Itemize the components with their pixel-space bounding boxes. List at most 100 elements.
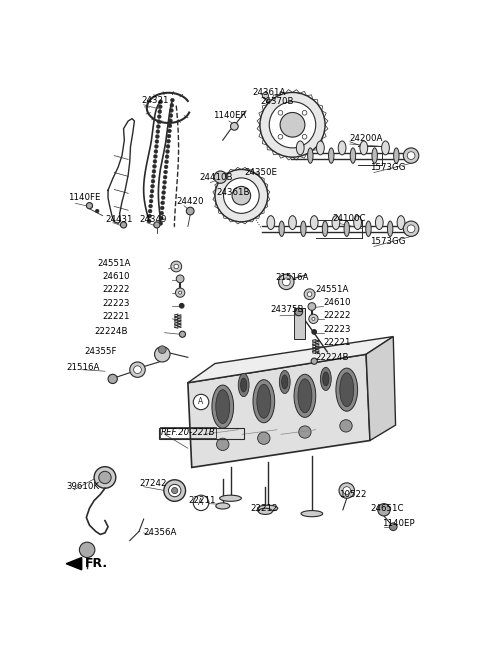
Circle shape [157, 120, 161, 124]
Text: 24610: 24610 [103, 272, 130, 281]
Circle shape [164, 170, 168, 174]
Circle shape [166, 145, 170, 148]
Ellipse shape [354, 215, 361, 229]
Ellipse shape [387, 221, 393, 236]
Circle shape [312, 317, 315, 320]
Text: 1573GG: 1573GG [370, 237, 406, 246]
Circle shape [378, 504, 390, 516]
Text: 24410B: 24410B [200, 173, 233, 181]
Ellipse shape [321, 367, 331, 390]
Ellipse shape [220, 495, 241, 501]
Ellipse shape [212, 385, 234, 428]
Text: 22224B: 22224B [316, 353, 349, 362]
Ellipse shape [366, 221, 371, 236]
Circle shape [343, 487, 350, 495]
Circle shape [168, 124, 172, 128]
Ellipse shape [323, 372, 329, 386]
Text: 24651C: 24651C [370, 504, 404, 513]
Circle shape [278, 274, 294, 290]
Circle shape [165, 155, 169, 159]
Circle shape [309, 314, 318, 324]
Text: 24355F: 24355F [85, 347, 117, 356]
Text: 24100C: 24100C [333, 214, 366, 223]
Circle shape [193, 495, 209, 510]
Text: 24420: 24420 [176, 197, 204, 206]
Text: 24431: 24431 [105, 215, 132, 224]
Text: 39610K: 39610K [66, 482, 99, 491]
Circle shape [295, 308, 302, 316]
Circle shape [159, 221, 163, 225]
Circle shape [280, 113, 305, 137]
Ellipse shape [340, 373, 354, 407]
Ellipse shape [257, 384, 271, 418]
Text: 1140ER: 1140ER [214, 111, 247, 120]
Circle shape [108, 374, 117, 384]
Circle shape [339, 483, 355, 498]
Circle shape [403, 221, 419, 236]
Circle shape [311, 358, 317, 364]
Text: 21516A: 21516A [66, 363, 99, 372]
Circle shape [186, 207, 194, 215]
Ellipse shape [253, 380, 275, 422]
Polygon shape [188, 337, 393, 383]
Circle shape [158, 346, 166, 354]
Circle shape [172, 487, 178, 494]
Ellipse shape [301, 510, 323, 517]
Circle shape [120, 222, 127, 228]
Text: A: A [198, 498, 204, 508]
Text: 22211: 22211 [189, 496, 216, 505]
Circle shape [282, 278, 290, 286]
Circle shape [269, 102, 316, 148]
Text: 10522: 10522 [339, 490, 367, 499]
Circle shape [168, 119, 172, 122]
Circle shape [158, 105, 162, 109]
Polygon shape [66, 557, 82, 570]
Circle shape [214, 171, 227, 183]
Circle shape [278, 134, 283, 139]
Circle shape [407, 152, 415, 159]
Ellipse shape [382, 141, 389, 155]
Circle shape [162, 191, 166, 195]
Circle shape [151, 184, 155, 188]
Circle shape [155, 140, 159, 143]
Circle shape [154, 155, 157, 159]
Circle shape [130, 362, 145, 377]
Circle shape [180, 331, 186, 337]
Circle shape [153, 159, 157, 163]
Text: FR.: FR. [85, 557, 108, 571]
Circle shape [162, 185, 166, 189]
Circle shape [168, 129, 171, 133]
Circle shape [153, 164, 156, 168]
Circle shape [156, 134, 159, 138]
Circle shape [133, 365, 142, 373]
Circle shape [302, 111, 307, 115]
Polygon shape [366, 337, 396, 441]
Circle shape [151, 179, 155, 183]
Text: 24551A: 24551A [97, 259, 131, 268]
Text: 22224B: 22224B [94, 327, 128, 335]
Circle shape [150, 189, 154, 193]
Ellipse shape [282, 375, 288, 389]
Circle shape [155, 346, 170, 362]
Circle shape [179, 291, 181, 294]
Circle shape [165, 160, 168, 164]
Ellipse shape [336, 368, 358, 411]
Circle shape [159, 100, 163, 103]
Circle shape [169, 109, 173, 113]
Text: REF.20-221B: REF.20-221B [161, 428, 216, 438]
Text: 24200A: 24200A [350, 134, 383, 143]
Bar [159, 428, 244, 439]
Circle shape [260, 92, 325, 157]
Circle shape [167, 140, 170, 143]
Text: 1140FE: 1140FE [68, 193, 100, 202]
Ellipse shape [350, 148, 356, 163]
Circle shape [170, 98, 174, 102]
Circle shape [340, 420, 352, 432]
Circle shape [159, 216, 163, 220]
Text: 22222: 22222 [103, 285, 130, 294]
Text: 24350E: 24350E [244, 168, 277, 177]
Ellipse shape [216, 390, 230, 424]
Text: 22221: 22221 [103, 312, 130, 321]
Circle shape [216, 438, 229, 451]
Circle shape [163, 180, 167, 184]
